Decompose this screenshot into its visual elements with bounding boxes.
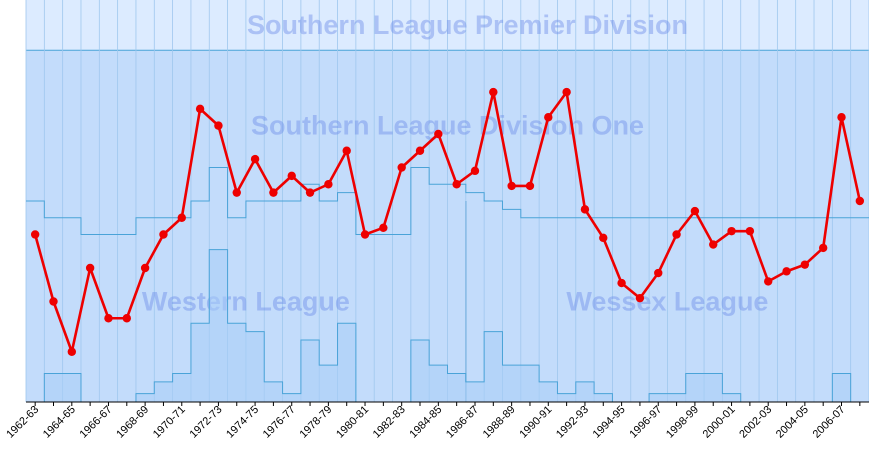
- point-1988-89: [507, 181, 516, 191]
- point-1975-76: [269, 188, 278, 197]
- step-line-0: [26, 167, 869, 235]
- point-1968-69: [140, 263, 150, 273]
- x-tick-label-2000-01: 2000-01: [701, 404, 738, 441]
- point-1990-91: [544, 113, 553, 122]
- point-1963-64: [49, 297, 58, 306]
- x-tick-label-1986-87: 1986-87: [444, 404, 481, 441]
- point-1993-94: [599, 233, 608, 243]
- point-1964-65: [67, 347, 77, 356]
- point-2006-07: [837, 113, 846, 122]
- x-tick-label-1988-89: 1988-89: [481, 404, 518, 441]
- point-1991-92: [562, 87, 571, 97]
- point-1972-73: [214, 121, 223, 130]
- x-tick-label-1962-63: 1962-63: [4, 404, 41, 441]
- x-tick-label-1976-77: 1976-77: [261, 404, 298, 441]
- position-line: [33, 90, 862, 354]
- point-1982-83: [397, 163, 406, 172]
- point-1999-00: [709, 240, 718, 249]
- step-line-1: [26, 249, 869, 403]
- point-2007-08: [855, 196, 865, 206]
- point-2004-05: [800, 260, 810, 269]
- x-tick-label-1990-91: 1990-91: [517, 404, 554, 441]
- point-1971-72: [195, 104, 205, 114]
- point-2002-03: [764, 277, 773, 286]
- x-tick-label-1982-83: 1982-83: [371, 404, 408, 441]
- x-tick-label-2006-07: 2006-07: [811, 404, 848, 441]
- point-1962-63: [30, 230, 40, 239]
- point-1986-87: [470, 166, 480, 176]
- band-label-0: Southern League Premier Division: [247, 10, 688, 40]
- point-1992-93: [580, 205, 590, 214]
- x-tick-label-1980-81: 1980-81: [334, 404, 371, 441]
- point-1984-85: [434, 129, 443, 139]
- x-tick-label-1964-65: 1964-65: [41, 404, 78, 441]
- point-1997-98: [672, 230, 681, 239]
- point-2000-01: [727, 226, 736, 236]
- point-1989-90: [525, 181, 535, 191]
- point-1970-71: [177, 213, 186, 222]
- point-1994-95: [617, 278, 626, 288]
- point-1973-74: [232, 188, 241, 197]
- x-tick-label-1998-99: 1998-99: [664, 404, 701, 441]
- point-1965-66: [85, 263, 95, 273]
- band-label-2: Western League: [142, 287, 350, 317]
- band-labels: Southern League Premier Division Southern…: [142, 10, 769, 316]
- x-tick-label-1966-67: 1966-67: [78, 404, 115, 441]
- point-1995-96: [635, 293, 645, 303]
- point-1980-81: [360, 230, 370, 239]
- point-2001-02: [745, 226, 755, 236]
- point-1974-75: [250, 154, 260, 164]
- band-label-1: Southern League Division One: [251, 111, 644, 141]
- band-label-3: Wessex League: [566, 287, 768, 317]
- x-tick-label-1968-69: 1968-69: [114, 404, 151, 441]
- point-1987-88: [489, 87, 498, 97]
- point-2003-04: [782, 267, 791, 276]
- point-1966-67: [104, 314, 113, 323]
- point-1978-79: [324, 180, 333, 189]
- point-1979-80: [342, 146, 351, 155]
- x-tick-label-1970-71: 1970-71: [151, 404, 188, 441]
- point-1983-84: [415, 146, 425, 155]
- x-tick-label-1974-75: 1974-75: [224, 404, 261, 441]
- point-1996-97: [654, 268, 663, 278]
- x-tick-label-1978-79: 1978-79: [297, 404, 334, 441]
- point-2005-06: [818, 243, 828, 253]
- x-tick-label-1992-93: 1992-93: [554, 404, 591, 441]
- x-tick-label-1972-73: 1972-73: [188, 404, 225, 441]
- x-tick-label-1994-95: 1994-95: [591, 404, 628, 441]
- point-1998-99: [690, 206, 700, 216]
- point-1976-77: [287, 171, 296, 181]
- x-tick-label-1984-85: 1984-85: [407, 404, 444, 441]
- x-tick-label-2002-03: 2002-03: [737, 404, 774, 441]
- point-1977-78: [305, 188, 315, 197]
- step-area-1: [26, 249, 869, 402]
- point-1981-82: [379, 223, 388, 232]
- x-tick-label-2004-05: 2004-05: [774, 404, 811, 441]
- step-series: [26, 167, 869, 403]
- position-series: [30, 87, 865, 356]
- x-tick-label-1996-97: 1996-97: [627, 404, 664, 441]
- point-1967-68: [122, 314, 131, 323]
- x-axis: 1962-63 1964-65 1966-67 1968-69 1970-71 1972-…: [4, 401, 869, 441]
- point-1969-70: [159, 230, 168, 239]
- point-1985-86: [452, 180, 461, 189]
